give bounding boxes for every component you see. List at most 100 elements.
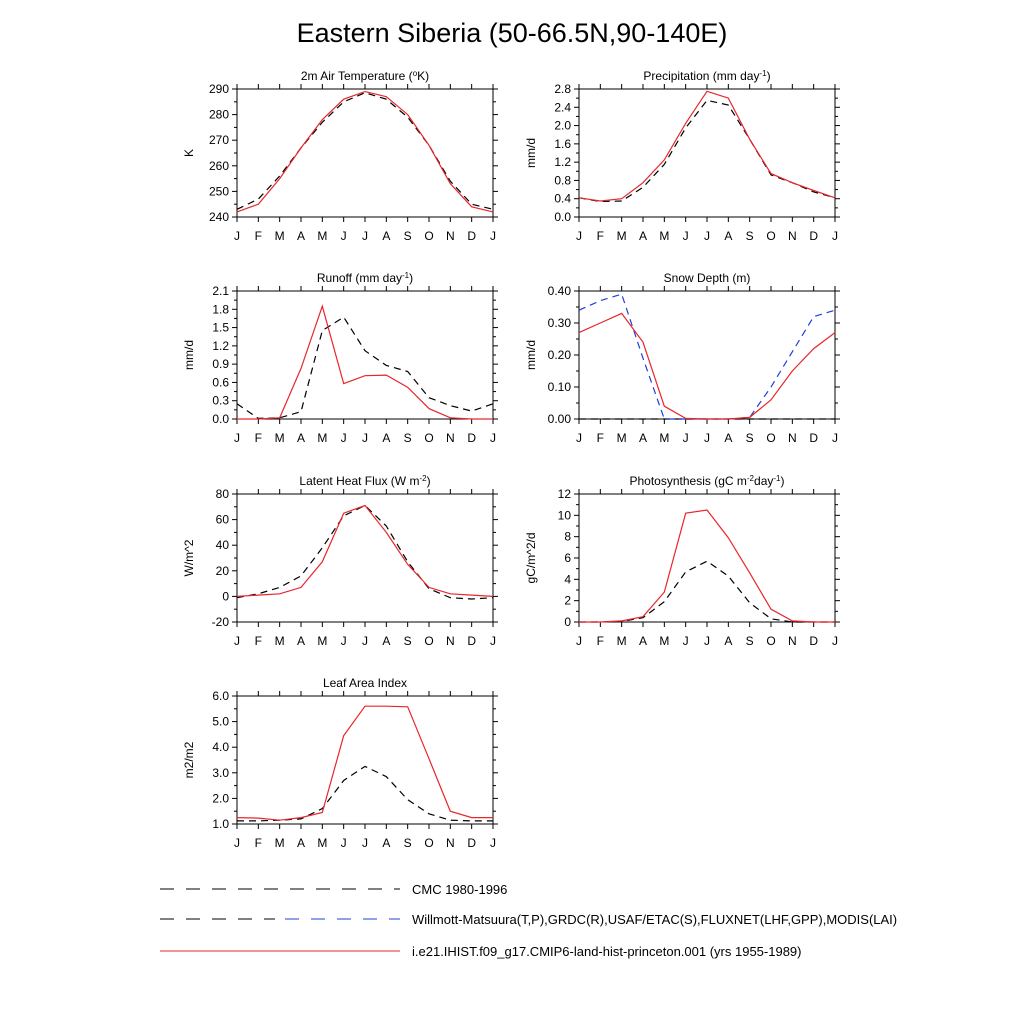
- x-tick-label: D: [467, 229, 476, 243]
- x-tick-label: F: [597, 431, 604, 445]
- panel-title: 2m Air Temperature (oK): [301, 69, 429, 84]
- panel-title: Photosynthesis (gC m-2day-1): [630, 474, 785, 489]
- y-tick-label: 2.8: [554, 82, 571, 96]
- x-tick-label: D: [809, 431, 818, 445]
- series-line-obs: [579, 560, 835, 623]
- y-tick-label: 0.6: [212, 375, 229, 389]
- x-tick-label: J: [683, 229, 689, 243]
- x-tick-label: A: [639, 431, 647, 445]
- y-tick-label: 0.9: [212, 357, 229, 371]
- series-line-obs: [236, 316, 494, 420]
- y-tick-label: 2: [564, 594, 571, 608]
- x-tick-label: F: [597, 634, 604, 648]
- x-tick-label: J: [234, 836, 240, 850]
- chart-panel-3: Runoff (mm day-1) 0.0 0.3 0.6 0.9 1.2 1.5 1.8 2.…: [182, 271, 498, 445]
- x-tick-label: J: [832, 431, 838, 445]
- y-tick-label: 250: [209, 184, 229, 198]
- y-tick-label: 0: [222, 589, 229, 603]
- y-tick-label: 12: [558, 487, 572, 501]
- y-tick-label: 20: [216, 564, 230, 578]
- panel-title: Snow Depth (m): [664, 271, 751, 285]
- y-tick-label: 0: [564, 615, 571, 629]
- x-tick-label: O: [424, 229, 433, 243]
- series-line-model: [236, 705, 493, 821]
- x-tick-label: N: [446, 229, 455, 243]
- y-tick-label: 6: [564, 551, 571, 565]
- x-tick-label: M: [317, 431, 327, 445]
- x-tick-label: J: [683, 431, 689, 445]
- panel-title: Latent Heat Flux (W m-2): [299, 474, 430, 489]
- x-tick-label: N: [446, 836, 455, 850]
- x-tick-label: J: [362, 431, 368, 445]
- x-tick-label: S: [404, 431, 412, 445]
- x-tick-label: J: [704, 229, 710, 243]
- x-tick-label: J: [341, 431, 347, 445]
- x-tick-label: M: [275, 836, 285, 850]
- chart-panel-4: Snow Depth (m)0.000.100.200.300.40J F M A M J…: [524, 271, 840, 445]
- x-tick-label: M: [275, 229, 285, 243]
- plot-frame: [578, 88, 836, 218]
- x-tick-label: M: [617, 431, 627, 445]
- series-line-obs: [236, 504, 494, 600]
- legend-item: Willmott-Matsuura(T,P),GRDC(R),USAF/ETAC…: [160, 912, 897, 927]
- y-axis-label: K: [182, 149, 196, 157]
- y-tick-label: 1.2: [212, 339, 229, 353]
- x-tick-label: J: [832, 229, 838, 243]
- x-tick-label: J: [490, 229, 496, 243]
- x-tick-label: M: [317, 836, 327, 850]
- plot-frame: [236, 88, 494, 218]
- x-tick-label: A: [382, 431, 390, 445]
- y-tick-label: 1.0: [212, 817, 229, 831]
- y-tick-label: 0.40: [548, 284, 572, 298]
- y-tick-label: 270: [209, 133, 229, 147]
- x-tick-label: J: [490, 431, 496, 445]
- x-tick-label: A: [382, 836, 390, 850]
- y-tick-label: 40: [216, 538, 230, 552]
- x-tick-label: M: [317, 229, 327, 243]
- series-line-obs: [578, 99, 836, 203]
- series-line-model: [236, 504, 494, 597]
- y-tick-label: 6.0: [212, 689, 229, 703]
- y-tick-label: 240: [209, 210, 229, 224]
- x-tick-label: A: [382, 229, 390, 243]
- x-tick-label: J: [704, 634, 710, 648]
- series-line-model: [578, 90, 836, 202]
- chart-panel-2: Precipitation (mm day-1) 0.0 0.4 0.8 1.2 1.6 2…: [524, 69, 840, 243]
- x-tick-label: O: [766, 229, 775, 243]
- x-tick-label: A: [382, 634, 390, 648]
- x-tick-label: M: [617, 229, 627, 243]
- y-axis-label: mm/d: [524, 340, 538, 370]
- y-tick-label: 0.20: [548, 348, 572, 362]
- x-tick-label: A: [639, 229, 647, 243]
- x-tick-label: S: [746, 634, 754, 648]
- y-tick-label: 0.3: [212, 394, 229, 408]
- y-tick-label: 80: [216, 487, 230, 501]
- plot-frame: [236, 290, 494, 420]
- page-title: Eastern Siberia (50-66.5N,90-140E): [296, 18, 728, 48]
- y-tick-label: 1.6: [554, 137, 571, 151]
- y-tick-label: 0.8: [554, 173, 571, 187]
- chart-panels: 2m Air Temperature (oK)24025026027028029…: [182, 69, 840, 850]
- y-tick-label: 2.0: [212, 791, 229, 805]
- y-tick-label: 2.4: [554, 100, 571, 114]
- x-tick-label: S: [404, 229, 412, 243]
- x-tick-label: J: [576, 634, 582, 648]
- y-tick-label: 4.0: [212, 740, 229, 754]
- y-tick-label: 8: [564, 530, 571, 544]
- x-tick-label: M: [659, 431, 669, 445]
- x-tick-label: J: [234, 229, 240, 243]
- x-tick-label: F: [597, 229, 604, 243]
- y-tick-label: 0.0: [212, 412, 229, 426]
- y-tick-label: 2.0: [554, 119, 571, 133]
- y-tick-label: 5.0: [212, 715, 229, 729]
- y-tick-label: 280: [209, 108, 229, 122]
- x-tick-label: J: [234, 634, 240, 648]
- x-tick-label: N: [788, 431, 797, 445]
- x-tick-label: J: [490, 836, 496, 850]
- x-tick-label: A: [297, 229, 305, 243]
- x-tick-label: N: [446, 431, 455, 445]
- panel-title: Leaf Area Index: [323, 676, 407, 690]
